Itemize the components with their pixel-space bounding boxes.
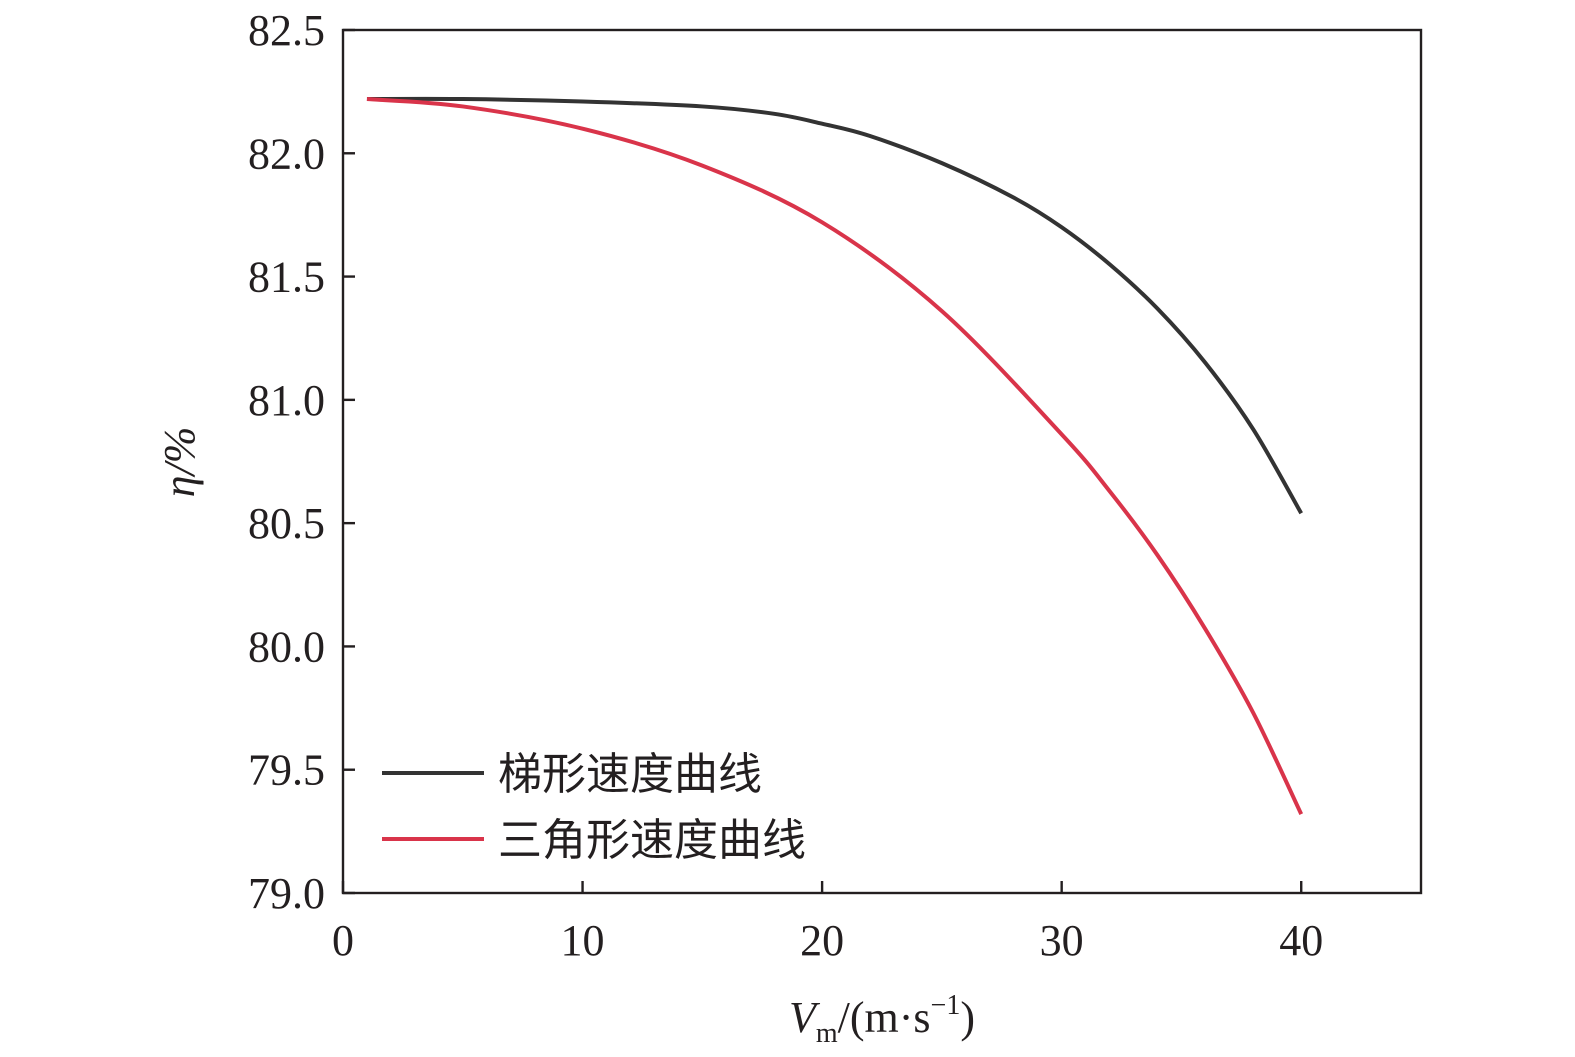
series-line-trapezoid <box>366 96 1303 515</box>
x-axis-symbol: V <box>789 993 821 1042</box>
x-tick-label: 10 <box>561 916 605 965</box>
x-tick-label: 40 <box>1279 916 1323 965</box>
x-axis-unit-open: /(m·s <box>838 993 931 1042</box>
y-axis-symbol: η <box>155 476 204 498</box>
series-layer <box>366 96 1304 815</box>
x-tick-label: 20 <box>800 916 844 965</box>
y-tick-label: 82.5 <box>248 6 325 55</box>
x-axis-unit-close: ) <box>960 993 975 1042</box>
series-line-triangle <box>366 97 1304 815</box>
x-tick-label: 0 <box>332 916 354 965</box>
y-tick-label: 81.0 <box>248 376 325 425</box>
legend-label-trapezoid: 梯形速度曲线 <box>498 749 762 800</box>
y-axis-label: η/% <box>155 427 204 498</box>
x-axis-subscript: m <box>816 1018 838 1049</box>
legend-label-triangle: 三角形速度曲线 <box>498 815 806 866</box>
x-axis-ticks: 0 10 20 30 40 <box>332 881 1323 965</box>
y-tick-label: 79.5 <box>248 746 325 795</box>
y-axis-ticks: 79.0 79.5 80.0 80.5 81.0 81.5 82.0 82.5 <box>248 6 355 918</box>
y-tick-label: 80.5 <box>248 499 325 548</box>
x-tick-label: 30 <box>1040 916 1084 965</box>
x-axis-label: Vm/(m·s−1) <box>789 990 975 1049</box>
plot-frame <box>341 28 1423 895</box>
y-tick-label: 82.0 <box>248 129 325 178</box>
y-tick-label: 80.0 <box>248 622 325 671</box>
y-tick-label: 81.5 <box>248 253 325 302</box>
y-axis-unit: /% <box>155 427 204 479</box>
x-axis-unit-exponent: −1 <box>931 990 961 1021</box>
y-tick-label: 79.0 <box>248 869 325 918</box>
legend: 梯形速度曲线 三角形速度曲线 <box>382 749 806 866</box>
